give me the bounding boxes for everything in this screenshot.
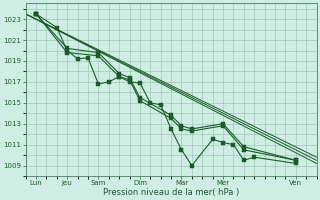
X-axis label: Pression niveau de la mer( hPa ): Pression niveau de la mer( hPa ) <box>103 188 239 197</box>
